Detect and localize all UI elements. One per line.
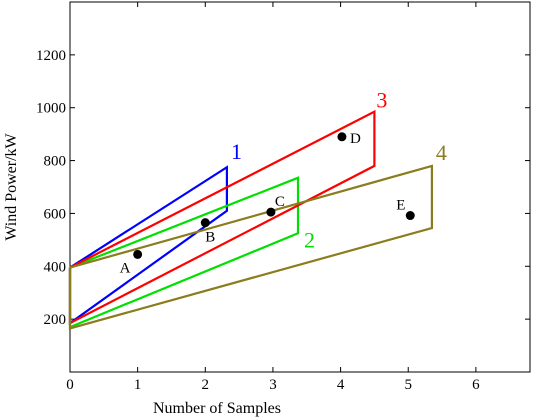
series-3-label: 3 <box>376 88 387 113</box>
series-1-label: 1 <box>231 139 242 164</box>
x-tick-label: 3 <box>269 377 277 393</box>
y-tick-label: 800 <box>44 154 67 170</box>
point-e-marker <box>405 211 415 221</box>
x-tick-label: 2 <box>202 377 210 393</box>
point-e-label: E <box>396 198 405 214</box>
axis-ticks: 0 1 2 3 4 5 6 200 400 600 800 1000 1200 <box>36 2 530 393</box>
annotation-points: A B C D E <box>120 131 415 276</box>
y-axis-label: Wind Power/kW <box>3 132 20 240</box>
y-tick-label: 1200 <box>36 48 66 64</box>
x-tick-label: 0 <box>66 377 74 393</box>
x-axis-label: Number of Samples <box>153 400 281 417</box>
series-layer: 1 2 3 4 <box>68 88 447 330</box>
plot-area-frame <box>69 1 531 373</box>
x-tick-label: 5 <box>404 377 412 393</box>
series-4-label: 4 <box>436 140 447 165</box>
x-tick-label: 1 <box>134 377 142 393</box>
point-d-label: D <box>350 131 361 147</box>
point-c-marker <box>266 207 276 217</box>
x-tick-label: 6 <box>472 377 480 393</box>
x-tick-label: 4 <box>337 377 345 393</box>
point-b-label: B <box>205 230 215 246</box>
point-c-label: C <box>275 194 285 210</box>
y-tick-label: 200 <box>44 312 67 328</box>
point-a-marker <box>133 249 143 259</box>
point-d-marker <box>337 132 347 142</box>
series-2-label: 2 <box>304 227 315 252</box>
y-tick-label: 600 <box>44 206 67 222</box>
y-tick-label: 1000 <box>36 101 66 117</box>
y-tick-label: 400 <box>44 259 67 275</box>
series-4-outline <box>68 164 433 330</box>
point-b-marker <box>200 218 210 228</box>
point-a-label: A <box>120 260 131 276</box>
